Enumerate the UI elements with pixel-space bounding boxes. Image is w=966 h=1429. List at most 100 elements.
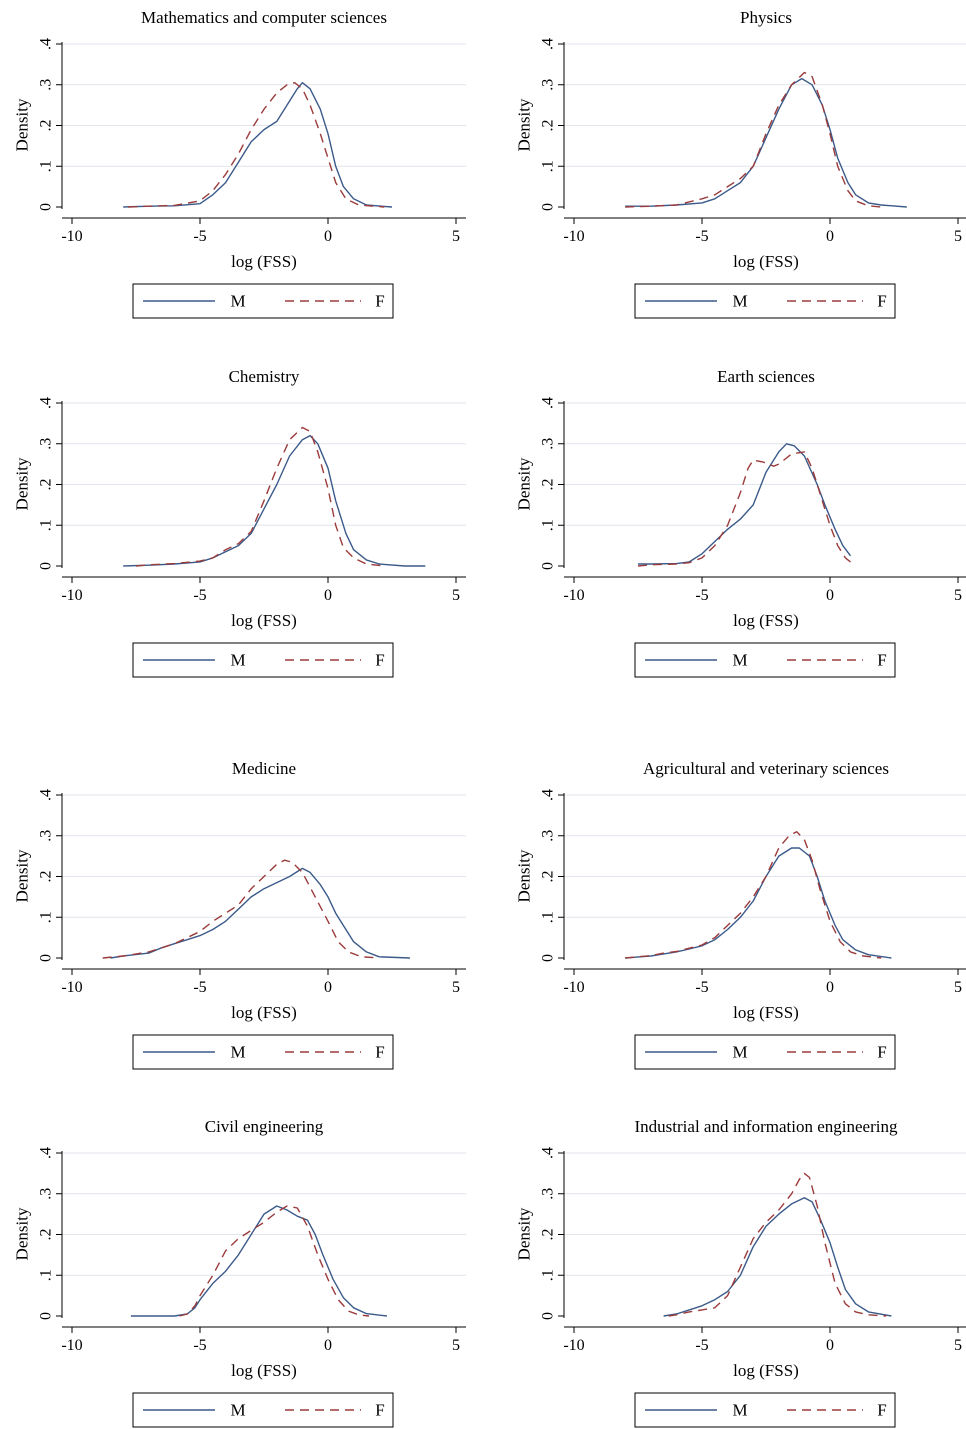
- x-tick-label: -10: [61, 228, 82, 245]
- density-line-male: [123, 434, 426, 567]
- y-tick-label: .2: [540, 120, 557, 132]
- density-line-male: [123, 82, 393, 208]
- x-tick-label: -5: [193, 228, 206, 245]
- y-tick-label: .4: [38, 1147, 55, 1159]
- chart-title: Industrial and information engineering: [635, 1117, 898, 1136]
- y-tick-label: 0: [540, 1312, 557, 1320]
- legend-label-male: M: [732, 1401, 747, 1420]
- x-tick-label: 0: [826, 228, 834, 245]
- y-tick-label: .4: [38, 38, 55, 50]
- density-line-male: [625, 847, 892, 959]
- density-line-male: [625, 77, 907, 208]
- chart-title: Agricultural and veterinary sciences: [643, 759, 889, 778]
- density-line-female: [128, 82, 385, 208]
- x-axis-label: log (FSS): [231, 611, 297, 630]
- y-tick-label: .3: [38, 438, 55, 450]
- y-tick-label: .4: [38, 397, 55, 409]
- y-axis-label: Density: [13, 849, 32, 902]
- x-tick-label: 5: [954, 979, 962, 996]
- legend-label-male: M: [230, 1401, 245, 1420]
- y-tick-label: .2: [540, 871, 557, 883]
- legend-label-female: F: [877, 292, 886, 311]
- density-line-female: [637, 451, 851, 567]
- y-tick-label: 0: [540, 954, 557, 962]
- y-tick-label: .1: [38, 519, 55, 531]
- y-tick-label: .4: [540, 1147, 557, 1159]
- y-axis-label: Density: [13, 1207, 32, 1260]
- y-tick-label: .2: [540, 1229, 557, 1241]
- chart-panel: Industrial and information engineering 0.…: [515, 1117, 966, 1428]
- x-tick-label: -5: [695, 979, 708, 996]
- chart-panel: Civil engineering 0 .1 .2 .3 .4 -10 -5 0 5 log (FS…: [13, 1117, 466, 1428]
- x-tick-label: 0: [324, 587, 332, 604]
- density-line-female: [625, 71, 882, 208]
- x-tick-label: 5: [954, 587, 962, 604]
- x-tick-label: 0: [826, 1337, 834, 1354]
- density-line-male: [110, 867, 410, 959]
- y-tick-label: 0: [38, 954, 55, 962]
- y-axis-label: Density: [13, 98, 32, 151]
- y-tick-label: .1: [38, 1269, 55, 1281]
- y-tick-label: 0: [38, 1312, 55, 1320]
- chart-panel: Chemistry 0 .1 .2 .3 .4 -10 -5 0 5 log (FSS) Densit…: [13, 367, 466, 678]
- y-tick-label: 0: [38, 562, 55, 570]
- legend-label-female: F: [877, 1043, 886, 1062]
- x-tick-label: -10: [563, 979, 584, 996]
- y-tick-label: .1: [540, 519, 557, 531]
- y-axis-label: Density: [515, 457, 534, 510]
- y-tick-label: .3: [38, 79, 55, 91]
- density-line-female: [102, 859, 380, 959]
- density-line-male: [663, 1197, 892, 1317]
- legend-label-male: M: [230, 1043, 245, 1062]
- chart-title: Chemistry: [229, 367, 300, 386]
- y-tick-label: .1: [540, 911, 557, 923]
- legend-label-female: F: [375, 1401, 384, 1420]
- x-tick-label: -10: [563, 1337, 584, 1354]
- x-axis-label: log (FSS): [231, 252, 297, 271]
- x-tick-label: -10: [61, 1337, 82, 1354]
- chart-title: Earth sciences: [717, 367, 815, 386]
- y-tick-label: .4: [38, 789, 55, 801]
- y-axis-label: Density: [515, 1207, 534, 1260]
- legend-label-male: M: [732, 292, 747, 311]
- x-axis-label: log (FSS): [733, 1361, 799, 1380]
- y-tick-label: .2: [540, 479, 557, 491]
- y-axis-label: Density: [13, 457, 32, 510]
- x-axis-label: log (FSS): [231, 1003, 297, 1022]
- legend-label-male: M: [230, 651, 245, 670]
- x-tick-label: 0: [826, 979, 834, 996]
- chart-title: Mathematics and computer sciences: [141, 8, 387, 27]
- y-tick-label: .2: [38, 1229, 55, 1241]
- chart-panel: Earth sciences 0 .1 .2 .3 .4 -10 -5 0 5 log (FSS) D…: [515, 367, 966, 678]
- x-tick-label: 5: [954, 228, 962, 245]
- density-line-female: [668, 1172, 887, 1317]
- legend-label-female: F: [375, 651, 384, 670]
- y-tick-label: .3: [540, 830, 557, 842]
- y-tick-label: .3: [38, 1188, 55, 1200]
- density-line-female: [179, 1205, 370, 1317]
- chart-title: Medicine: [232, 759, 296, 778]
- y-tick-label: .3: [540, 438, 557, 450]
- density-line-female: [135, 426, 385, 567]
- x-tick-label: 0: [826, 587, 834, 604]
- x-tick-label: -5: [695, 587, 708, 604]
- x-axis-label: log (FSS): [733, 611, 799, 630]
- x-tick-label: -10: [563, 587, 584, 604]
- y-tick-label: .3: [540, 79, 557, 91]
- x-tick-label: 5: [452, 587, 460, 604]
- y-tick-label: 0: [540, 203, 557, 211]
- legend-label-female: F: [877, 1401, 886, 1420]
- x-tick-label: 5: [452, 228, 460, 245]
- x-tick-label: -10: [61, 587, 82, 604]
- y-tick-label: .2: [38, 120, 55, 132]
- y-tick-label: .2: [38, 479, 55, 491]
- density-line-male: [638, 443, 852, 565]
- y-axis-label: Density: [515, 98, 534, 151]
- y-tick-label: .3: [38, 830, 55, 842]
- legend-label-male: M: [732, 651, 747, 670]
